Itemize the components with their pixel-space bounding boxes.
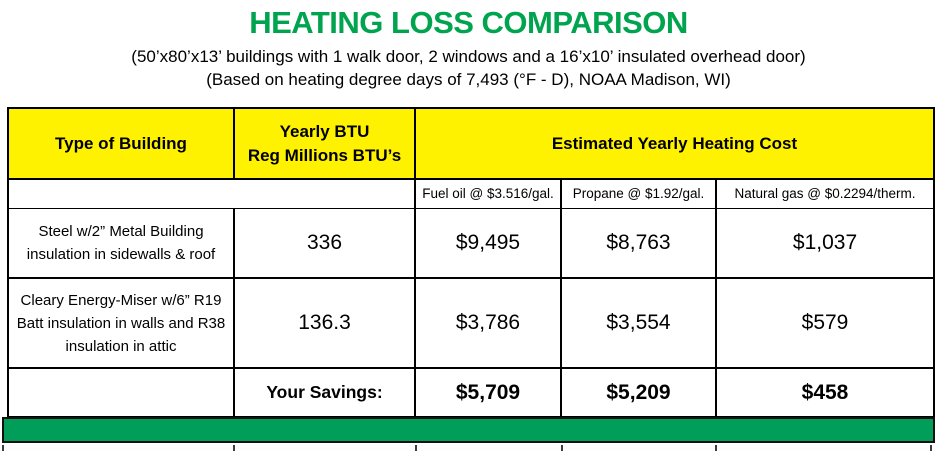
header-type-of-building: Type of Building [7,107,235,180]
subheader-natural-gas: Natural gas @ $0.2294/therm. [714,178,936,209]
savings-natural-gas: $458 [714,367,936,418]
table-row-steel: Steel w/2” Metal Building insulation in … [7,207,936,279]
building-name-steel: Steel w/2” Metal Building insulation in … [7,207,235,279]
savings-spacer [7,367,235,418]
savings-propane: $5,209 [560,367,717,418]
header-row: Type of Building Yearly BTU Reg Millions… [7,107,936,180]
natural-gas-cost-steel: $1,037 [714,207,936,279]
header-yearly-btu: Yearly BTU Reg Millions BTU’s [233,107,416,180]
savings-row: Your Savings: $5,709 $5,209 $458 [7,367,936,418]
subtitle-line1: (50’x80’x13’ buildings with 1 walk door,… [131,47,806,66]
subtitle-line2: (Based on heating degree days of 7,493 (… [206,70,731,89]
fuel-oil-cost-steel: $9,495 [414,207,562,279]
subheader-row: Fuel oil @ $3.516/gal. Propane @ $1.92/g… [7,178,936,209]
header-yearly-btu-line1: Yearly BTU [279,121,370,141]
savings-label: Your Savings: [233,367,416,418]
header-estimated-cost: Estimated Yearly Heating Cost [413,107,936,180]
column-tick [415,445,417,451]
savings-fuel-oil: $5,709 [414,367,562,418]
btu-value-steel: 336 [233,207,416,279]
subheader-fuel-oil: Fuel oil @ $3.516/gal. [414,178,562,209]
column-tick [715,445,717,451]
subheader-spacer [7,178,416,209]
propane-cost-cleary: $3,554 [560,277,717,369]
header-yearly-btu-line2: Reg Millions BTU’s [247,145,402,165]
column-tick [2,445,4,451]
natural-gas-cost-cleary: $579 [714,277,936,369]
comparison-table: Type of Building Yearly BTU Reg Millions… [7,107,936,418]
cropped-bottom-row [0,445,937,451]
page-title: HEATING LOSS COMPARISON [249,5,688,40]
building-name-cleary: Cleary Energy-Miser w/6” R19 Batt insula… [7,277,235,369]
column-tick [233,445,235,451]
fuel-oil-cost-cleary: $3,786 [414,277,562,369]
column-tick [930,445,932,451]
btu-value-cleary: 136.3 [233,277,416,369]
green-footer-bar [2,417,935,443]
table-row-cleary: Cleary Energy-Miser w/6” R19 Batt insula… [7,277,936,369]
subheader-propane: Propane @ $1.92/gal. [560,178,717,209]
propane-cost-steel: $8,763 [560,207,717,279]
column-tick [561,445,563,451]
